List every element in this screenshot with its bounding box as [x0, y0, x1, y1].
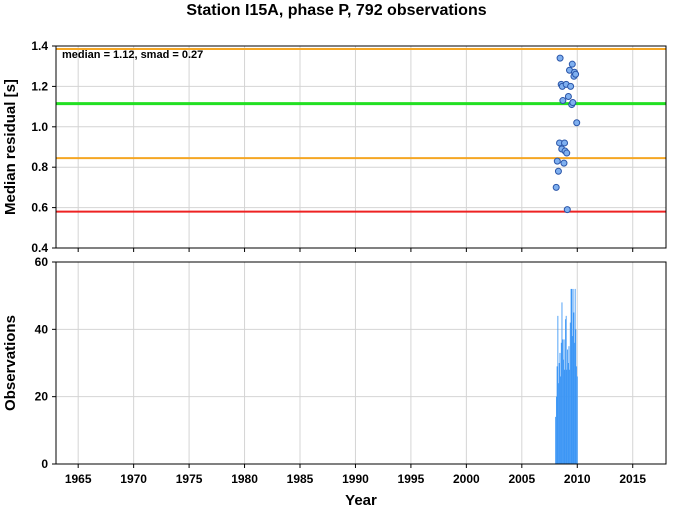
bar — [569, 369, 571, 464]
data-point — [567, 82, 575, 90]
bar — [567, 363, 569, 464]
bar — [562, 339, 564, 464]
x-tick-label: 2005 — [508, 472, 535, 486]
bar — [563, 339, 565, 464]
chart-title: Station I15A, phase P, 792 observations — [186, 2, 486, 19]
bar — [555, 416, 557, 464]
data-point — [563, 206, 571, 214]
bar — [571, 288, 573, 464]
bar — [571, 336, 573, 464]
bar — [565, 315, 567, 464]
bottom-plot-frame — [55, 261, 667, 465]
x-ticks: 1965 1970 1975 1980 1985 1990 1995 2000 2005 2010… — [65, 248, 646, 486]
y-tick-label: 20 — [35, 390, 49, 404]
y-tick-label: 0.4 — [31, 241, 48, 255]
y-tick-label: 40 — [35, 322, 49, 336]
bar — [572, 288, 574, 464]
bar — [565, 319, 566, 464]
top-y-ticks: 0.4 0.6 0.8 1.0 1.2 1.4 — [31, 39, 56, 255]
top-panel: 0.4 0.6 0.8 1.0 1.2 1.4 median = 1.12, smad =… — [2, 39, 667, 255]
bar — [569, 322, 571, 464]
top-y-axis-label: Median residual [s] — [2, 79, 19, 215]
x-tick-label: 1990 — [342, 472, 369, 486]
bar — [574, 342, 575, 464]
bottom-panel: 0 20 40 60 1965 1970 1975 1980 1985 1990 1995 2000… — [2, 248, 667, 509]
y-tick-label: 0.8 — [31, 160, 48, 174]
data-point — [568, 60, 576, 68]
y-tick-label: 1.4 — [31, 39, 48, 53]
bar — [558, 363, 560, 464]
x-tick-label: 2015 — [619, 472, 646, 486]
x-tick-label: 1975 — [176, 472, 203, 486]
y-tick-label: 1.0 — [31, 120, 48, 134]
data-point — [559, 97, 567, 105]
bar — [557, 315, 559, 464]
bar — [573, 312, 575, 464]
bar — [560, 342, 562, 464]
x-tick-label: 1995 — [398, 472, 425, 486]
data-point — [560, 159, 568, 167]
bar — [570, 288, 572, 464]
data-point — [563, 149, 571, 157]
x-tick-label: 2010 — [564, 472, 591, 486]
data-point — [564, 93, 572, 100]
data-point — [556, 54, 564, 62]
data-point — [569, 99, 577, 107]
bar — [559, 352, 561, 464]
scatter-points — [552, 54, 581, 214]
bottom-y-axis-label: Observations — [2, 315, 19, 411]
data-point — [561, 139, 569, 147]
x-axis-label: Year — [345, 492, 377, 509]
bar — [558, 383, 559, 464]
x-tick-label: 2000 — [453, 472, 480, 486]
bar — [564, 369, 566, 464]
bar — [567, 349, 568, 464]
bottom-y-ticks: 0 20 40 60 — [35, 255, 56, 471]
x-tick-label: 1985 — [287, 472, 314, 486]
y-tick-label: 1.2 — [31, 79, 48, 93]
x-tick-label: 1980 — [231, 472, 258, 486]
data-point — [553, 157, 561, 165]
data-point — [573, 119, 581, 127]
y-tick-label: 0 — [41, 457, 48, 471]
y-tick-label: 0.6 — [31, 201, 48, 215]
bar — [576, 376, 578, 464]
top-plot-frame — [55, 45, 667, 249]
bar — [566, 369, 568, 464]
stats-annotation: median = 1.12, smad = 0.27 — [62, 49, 203, 61]
data-point — [552, 183, 560, 191]
bar — [562, 359, 564, 464]
observation-bars — [555, 288, 578, 464]
x-tick-label: 1970 — [120, 472, 147, 486]
bar — [575, 329, 577, 464]
bar — [561, 302, 563, 464]
data-point — [572, 70, 580, 78]
bar — [556, 366, 558, 464]
bar — [574, 288, 576, 464]
y-tick-label: 60 — [35, 255, 49, 269]
bar — [560, 376, 562, 464]
bar — [555, 396, 557, 464]
bar — [568, 346, 570, 464]
x-tick-label: 1965 — [65, 472, 92, 486]
data-point — [554, 167, 562, 175]
bar — [576, 366, 578, 464]
